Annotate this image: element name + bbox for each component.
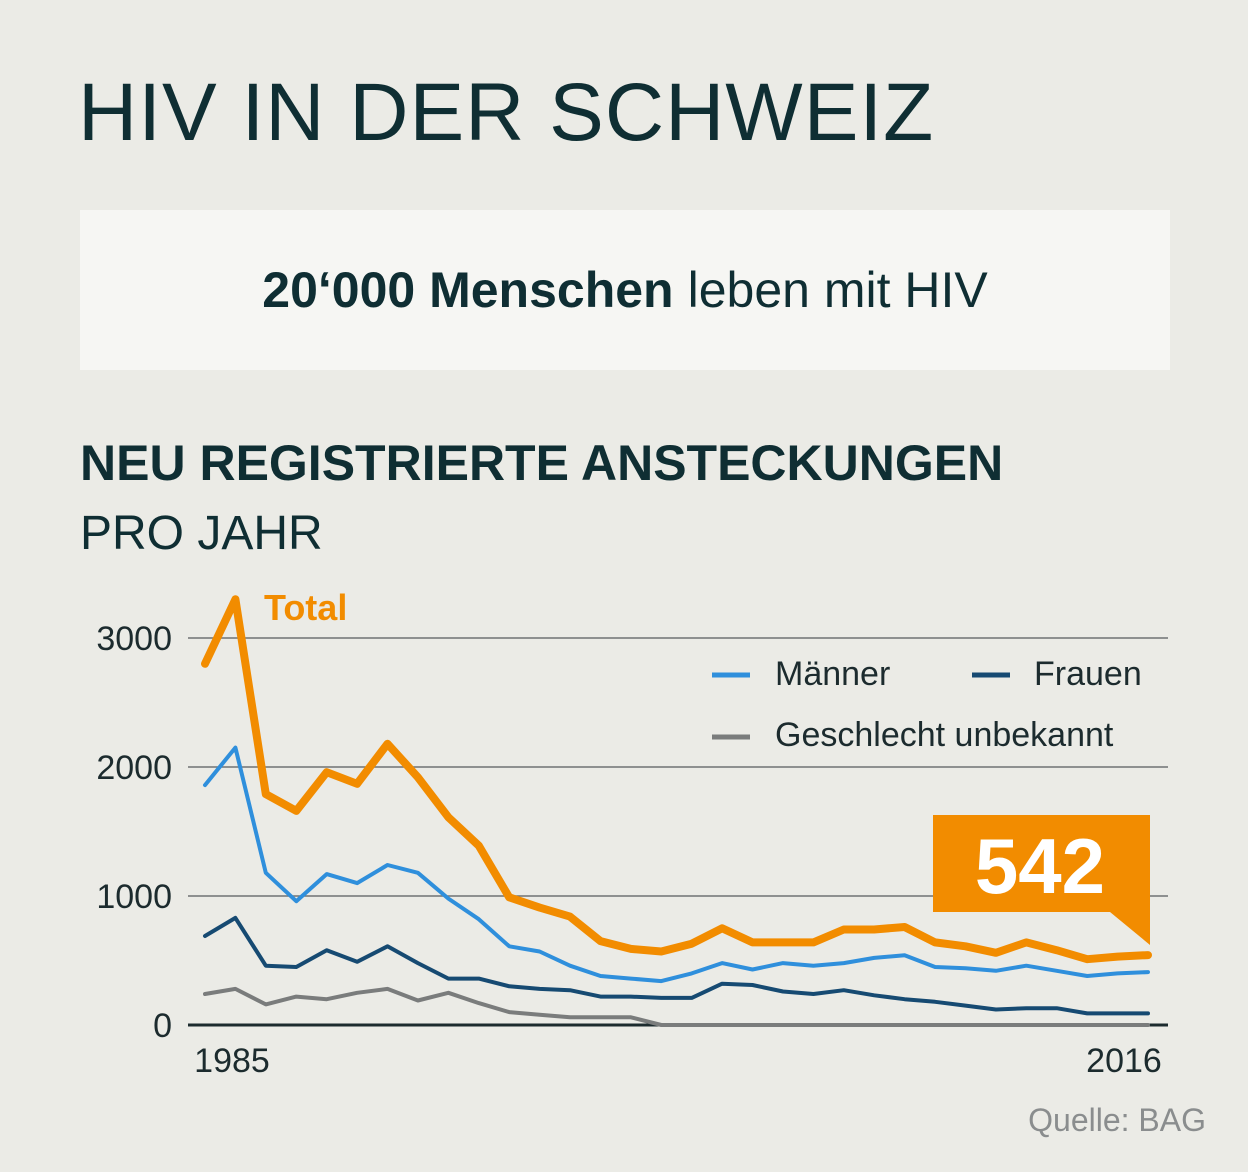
series-line-total — [201, 595, 1152, 964]
page-title: HIV IN DER SCHWEIZ — [78, 67, 935, 158]
legend-label-frauen: Frauen — [1034, 655, 1142, 693]
x-tick-label-first: 1985 — [194, 1042, 270, 1080]
y-tick-label-2000: 2000 — [96, 749, 172, 787]
y-tick-label-1000: 1000 — [96, 878, 172, 916]
chart-title: NEU REGISTRIERTE ANSTECKUNGEN — [80, 435, 1004, 491]
stat-rest: leben mit HIV — [687, 262, 988, 318]
series-line-männer — [203, 745, 1150, 984]
highlight-value-label: 542 — [975, 822, 1105, 910]
stat-box: 20‘000 Menschen leben mit HIV — [80, 210, 1170, 370]
highlight-callout — [933, 815, 1150, 945]
series-line-geschlecht-unbekannt — [203, 986, 1150, 1027]
source-note: Quelle: BAG — [1028, 1102, 1206, 1138]
stat-strong: 20‘000 Menschen — [262, 262, 674, 318]
series-line-frauen — [203, 915, 1150, 1016]
chart-subtitle: PRO JAHR — [80, 507, 323, 560]
series-label-total: Total — [264, 587, 347, 628]
legend-label-maenner: Männer — [775, 655, 890, 693]
y-tick-label-3000: 3000 — [96, 620, 172, 658]
x-tick-label-last: 2016 — [1086, 1042, 1162, 1080]
legend-label-unbekannt: Geschlecht unbekannt — [775, 716, 1114, 754]
y-tick-label-0: 0 — [153, 1007, 172, 1045]
